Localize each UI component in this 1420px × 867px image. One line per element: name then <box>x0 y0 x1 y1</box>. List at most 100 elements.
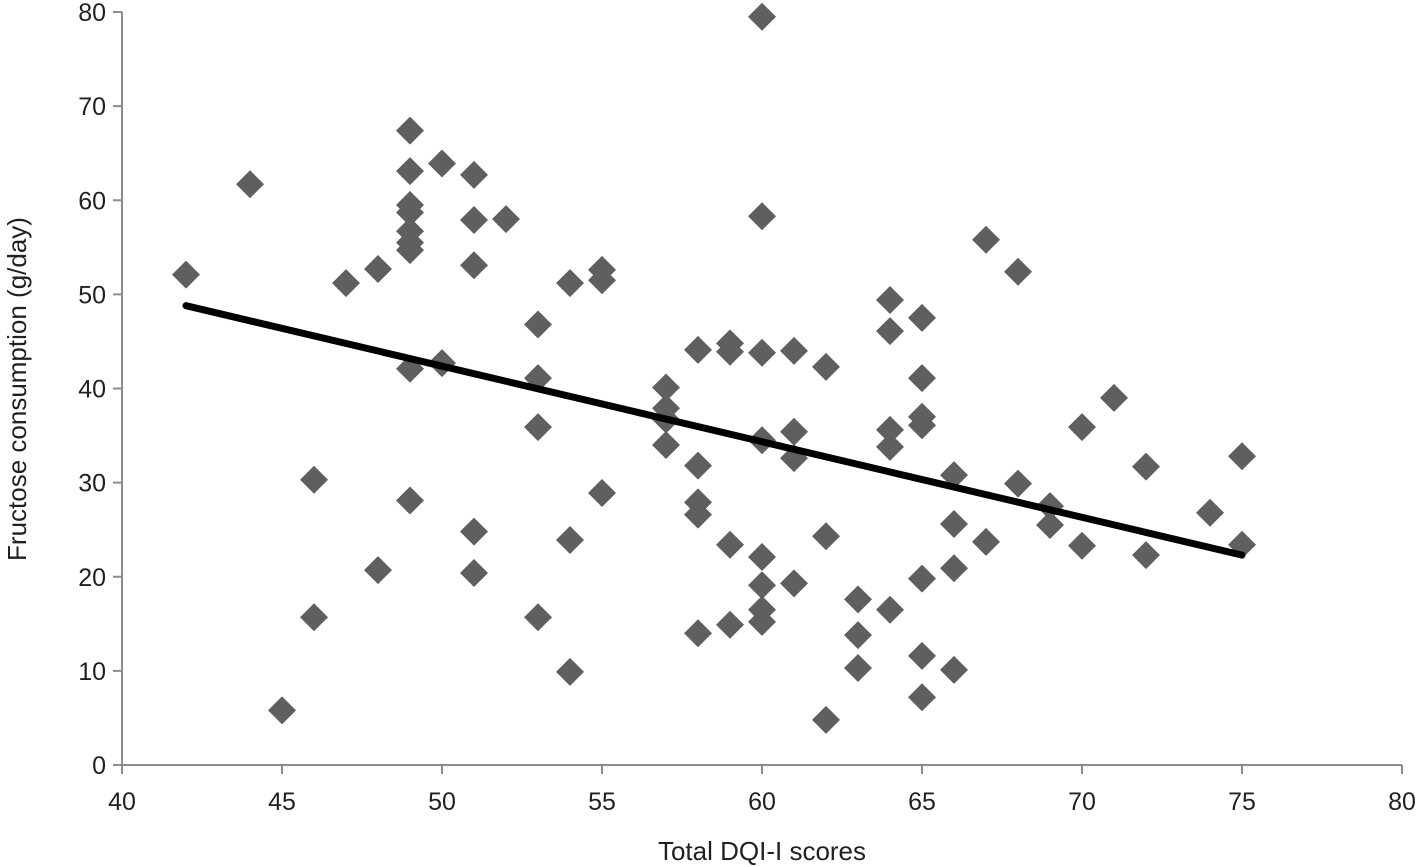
data-point <box>876 432 904 461</box>
data-point <box>268 696 296 725</box>
data-point <box>812 352 840 381</box>
x-axis-title: Total DQI-I scores <box>658 836 866 866</box>
data-point <box>684 335 712 364</box>
data-point <box>748 338 776 367</box>
data-point <box>364 556 392 585</box>
data-point <box>1228 442 1256 471</box>
y-axis-title: Fructose consumption (g/day) <box>2 217 32 561</box>
data-point <box>972 527 1000 556</box>
data-point <box>1132 452 1160 481</box>
data-point <box>1100 383 1128 412</box>
y-tick-label: 10 <box>78 658 106 686</box>
data-point <box>940 554 968 583</box>
data-point <box>172 260 200 289</box>
data-point <box>684 619 712 648</box>
y-tick-label: 0 <box>92 752 106 780</box>
data-point <box>1132 541 1160 570</box>
x-tick-label: 55 <box>588 788 616 816</box>
data-point <box>396 486 424 515</box>
data-point <box>844 654 872 683</box>
data-point <box>524 310 552 339</box>
x-tick-label: 40 <box>108 788 136 816</box>
data-point <box>876 286 904 315</box>
data-point <box>524 413 552 442</box>
data-point <box>396 116 424 145</box>
data-point <box>1004 469 1032 498</box>
data-point <box>460 517 488 546</box>
x-tick-label: 70 <box>1068 788 1096 816</box>
data-point <box>492 205 520 234</box>
data-point <box>844 621 872 650</box>
data-point <box>460 558 488 587</box>
data-point <box>780 417 808 446</box>
data-point <box>1036 510 1064 539</box>
data-point <box>876 415 904 444</box>
data-point <box>908 411 936 440</box>
data-point <box>812 705 840 734</box>
data-point <box>748 542 776 571</box>
data-point <box>908 364 936 393</box>
data-point <box>716 610 744 639</box>
data-point <box>908 683 936 712</box>
y-tick-label: 60 <box>78 187 106 215</box>
data-point <box>236 170 264 199</box>
x-tick-label: 60 <box>748 788 776 816</box>
data-point <box>940 655 968 684</box>
data-point <box>1196 498 1224 527</box>
data-point <box>524 603 552 632</box>
x-tick-label: 80 <box>1388 788 1416 816</box>
y-tick-label: 50 <box>78 281 106 309</box>
data-point <box>748 202 776 231</box>
data-point <box>972 225 1000 254</box>
data-point <box>876 595 904 624</box>
data-point <box>556 657 584 686</box>
data-point <box>716 530 744 559</box>
data-point <box>588 478 616 507</box>
data-point <box>556 526 584 555</box>
y-tick-label: 80 <box>78 0 106 27</box>
x-tick-label: 75 <box>1228 788 1256 816</box>
data-point <box>460 160 488 189</box>
data-point <box>1068 531 1096 560</box>
data-point <box>684 451 712 480</box>
data-point <box>748 2 776 31</box>
data-point <box>364 254 392 283</box>
data-point <box>748 607 776 636</box>
x-tick-label: 45 <box>268 788 296 816</box>
data-point <box>1068 413 1096 442</box>
data-point <box>780 336 808 365</box>
data-point <box>460 206 488 235</box>
axes: 0 10 20 30 40 50 60 70 80 40 45 50 55 60 65 70 75 80 <box>78 0 1416 816</box>
y-tick-label: 70 <box>78 93 106 121</box>
trend-line <box>182 302 1246 559</box>
data-point <box>396 198 424 227</box>
data-point <box>556 269 584 298</box>
data-point <box>652 373 680 402</box>
y-tick-label: 20 <box>78 564 106 592</box>
y-tick-label: 40 <box>78 376 106 404</box>
data-point <box>780 569 808 598</box>
data-points <box>172 2 1256 734</box>
data-point <box>844 585 872 614</box>
data-point <box>716 337 744 366</box>
data-point <box>908 564 936 593</box>
data-point <box>908 641 936 670</box>
data-point <box>908 303 936 332</box>
data-point <box>588 266 616 295</box>
data-point <box>396 157 424 186</box>
y-tick-label: 30 <box>78 470 106 498</box>
data-point <box>940 510 968 539</box>
data-point <box>876 317 904 346</box>
data-point <box>300 465 328 494</box>
data-point <box>460 251 488 280</box>
data-point <box>428 149 456 178</box>
data-point <box>652 430 680 459</box>
data-point <box>748 571 776 600</box>
x-tick-label: 65 <box>908 788 936 816</box>
data-point <box>812 522 840 551</box>
x-tick-label: 50 <box>428 788 456 816</box>
data-point <box>332 269 360 298</box>
data-point <box>684 500 712 529</box>
data-point <box>396 236 424 265</box>
